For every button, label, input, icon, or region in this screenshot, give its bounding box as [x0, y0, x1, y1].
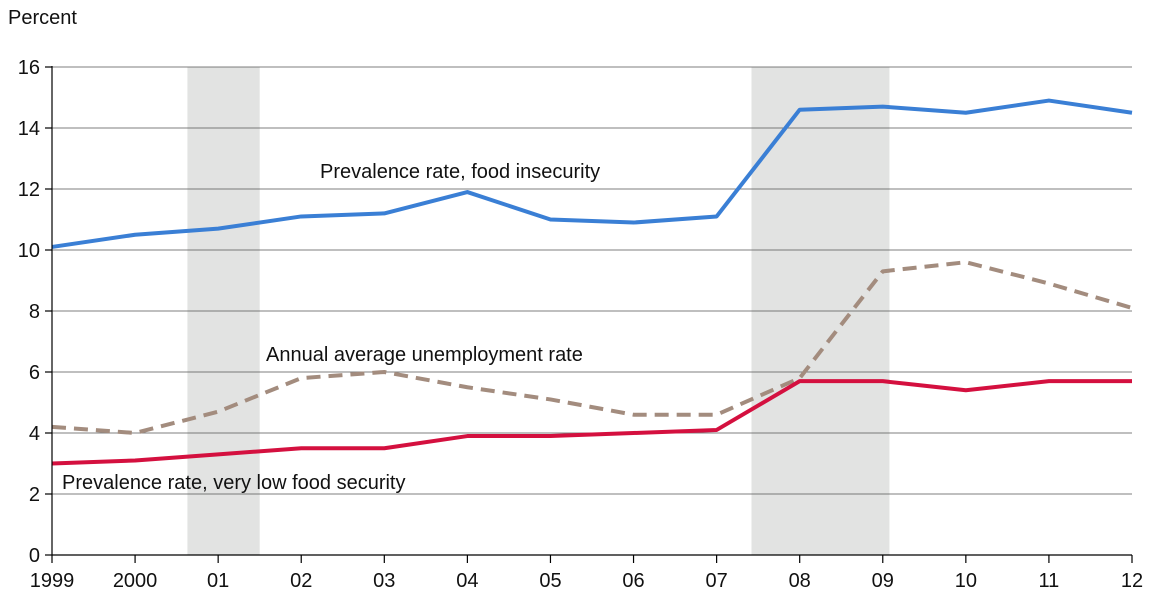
- y-tick-label: 6: [29, 362, 40, 384]
- x-tick-label: 11: [1039, 570, 1060, 592]
- x-tick-label: 03: [373, 570, 395, 592]
- x-tick-label: 1999: [30, 570, 75, 592]
- series-label-food-insecurity: Prevalence rate, food insecurity: [320, 161, 600, 183]
- x-tick-label: 05: [539, 570, 561, 592]
- y-tick-label: 10: [18, 240, 40, 262]
- y-tick-label: 2: [29, 484, 40, 506]
- y-tick-label: 4: [29, 423, 40, 445]
- y-tick-label: 0: [29, 545, 40, 567]
- series-label-very-low-food-security: Prevalence rate, very low food security: [62, 472, 406, 494]
- x-tick-label: 08: [789, 570, 811, 592]
- y-tick-label: 16: [18, 57, 40, 79]
- series-label-unemployment: Annual average unemployment rate: [266, 344, 583, 366]
- x-tick-label: 02: [290, 570, 312, 592]
- y-axis-label: Percent: [8, 7, 77, 29]
- x-tick-label: 01: [207, 570, 229, 592]
- y-tick-labels: 0 2 4 6 8 10 12 14 16: [18, 57, 40, 567]
- series-line-0: [51, 98, 1133, 249]
- x-tick-label: 06: [622, 570, 644, 592]
- y-tick-label: 8: [29, 301, 40, 323]
- x-tick-label: 07: [705, 570, 727, 592]
- x-tick-label: 04: [456, 570, 478, 592]
- series-line-2: [51, 379, 1132, 466]
- gridlines: [52, 66, 1132, 495]
- x-tick-label: 10: [955, 570, 977, 592]
- series-lines: [51, 98, 1133, 466]
- y-tick-label: 14: [18, 118, 40, 140]
- x-tick-label: 12: [1121, 570, 1143, 592]
- axes: [45, 66, 1133, 563]
- x-tick-labels: 1999 2000 01 02 03 04 05 06 07 08 09 10 11 12: [30, 570, 1143, 592]
- x-tick-label: 2000: [113, 570, 158, 592]
- x-tick-label: 09: [872, 570, 894, 592]
- series-line-1: [51, 260, 1133, 435]
- y-tick-label: 12: [18, 179, 40, 201]
